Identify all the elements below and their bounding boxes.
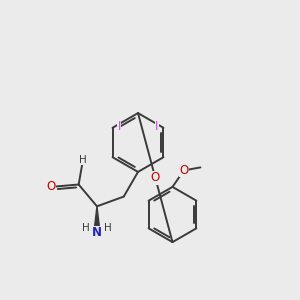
Text: O: O <box>46 180 56 193</box>
Text: I: I <box>118 120 121 133</box>
Text: I: I <box>155 120 158 133</box>
Text: H: H <box>82 223 89 233</box>
Polygon shape <box>94 206 100 232</box>
Text: O: O <box>151 171 160 184</box>
Text: H: H <box>104 223 112 233</box>
Text: O: O <box>179 164 188 177</box>
Text: N: N <box>92 226 102 239</box>
Text: H: H <box>79 155 86 165</box>
